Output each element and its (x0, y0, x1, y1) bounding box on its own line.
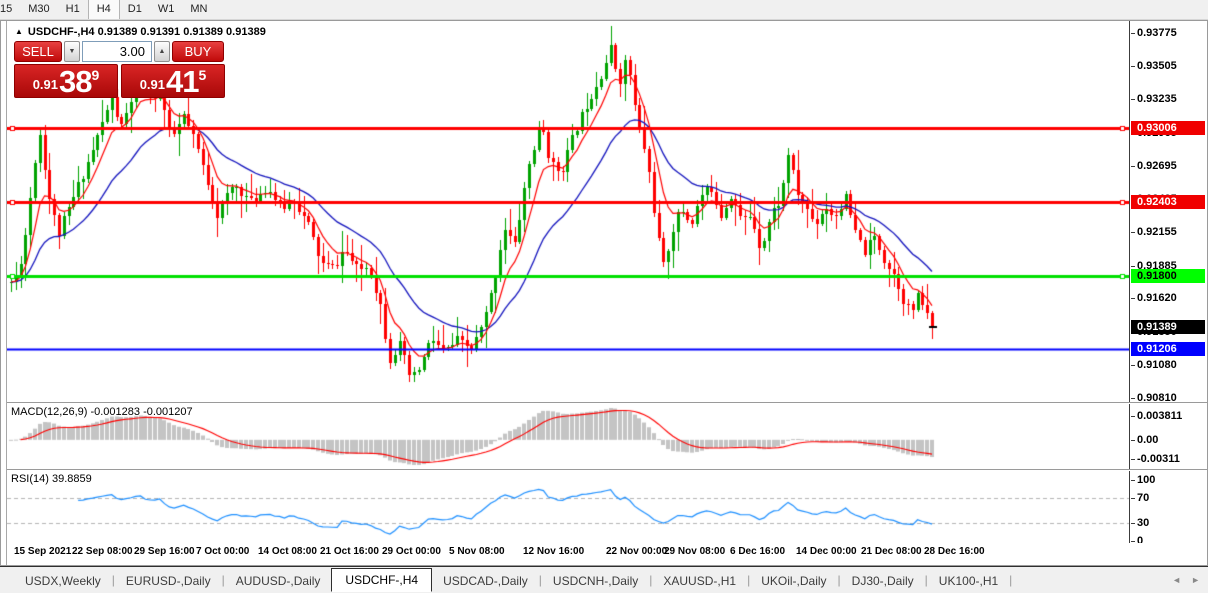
collapse-icon[interactable]: ▲ (15, 28, 23, 36)
rsi-axis-tick: 70 (1137, 492, 1149, 504)
timeframe-toolbar: 15M30H1H4D1W1MN (0, 0, 1208, 20)
one-click-trading-widget: SELL ▼ ▲ BUY 0.91 38 9 (14, 41, 228, 98)
buy-button[interactable]: BUY (172, 41, 224, 62)
time-axis-label: 14 Dec 00:00 (796, 546, 857, 557)
timeframe-button-d1[interactable]: D1 (120, 0, 150, 19)
volume-increase-button[interactable]: ▲ (154, 41, 170, 62)
price-badge-0.91206: 0.91206 (1131, 342, 1205, 356)
time-axis-label: 21 Dec 08:00 (861, 546, 922, 557)
tab-scroll-controls: ◄► (1172, 575, 1208, 591)
time-axis-labels: 15 Sep 202122 Sep 08:0029 Sep 16:007 Oct… (14, 543, 1128, 563)
time-axis-label: 29 Sep 16:00 (134, 546, 195, 557)
time-axis-label: 21 Oct 16:00 (320, 546, 379, 557)
price-axis-tick: 0.91620 (1137, 292, 1177, 304)
macd-axis: 0.003811 0.00 -0.00311 (1129, 404, 1207, 469)
tab-separator: | (1009, 573, 1012, 591)
chart-tab-bar: USDX,Weekly|EURUSD-,Daily|AUDUSD-,DailyU… (0, 566, 1208, 593)
macd-label: MACD(12,26,9) -0.001283 -0.001207 (11, 406, 193, 418)
volume-decrease-button[interactable]: ▼ (64, 41, 80, 62)
timeframe-button-h1[interactable]: H1 (58, 0, 88, 19)
price-axis[interactable]: 0.937750.935050.932350.929650.926950.924… (1129, 21, 1207, 402)
tab-xauusd-h1[interactable]: XAUUSD-,H1 (652, 570, 747, 591)
tab-eurusd-daily[interactable]: EURUSD-,Daily (115, 570, 222, 591)
time-axis-label: 5 Nov 08:00 (449, 546, 505, 557)
bid-price-big: 38 (59, 69, 91, 95)
spin-down-icon: ▼ (69, 48, 76, 55)
price-axis-tick: 0.90810 (1137, 392, 1177, 404)
price-axis-tick: 0.92155 (1137, 226, 1177, 238)
time-axis-label: 7 Oct 00:00 (196, 546, 249, 557)
macd-plot[interactable]: MACD(12,26,9) -0.001283 -0.001207 (7, 404, 1129, 469)
bid-price-panel[interactable]: 0.91 38 9 (14, 64, 118, 98)
time-axis-label: 29 Nov 08:00 (664, 546, 725, 557)
rsi-canvas[interactable] (7, 471, 1129, 543)
tab-usdcad-daily[interactable]: USDCAD-,Daily (432, 570, 539, 591)
tab-usdchf-h4[interactable]: USDCHF-,H4 (331, 568, 432, 592)
price-axis-tick: 0.93235 (1137, 93, 1177, 105)
tab-audusd-daily[interactable]: AUDUSD-,Daily (225, 570, 332, 591)
rsi-axis: 10070300 (1129, 471, 1207, 543)
price-axis-tick: 0.93775 (1137, 27, 1177, 39)
tab-scroll-right-icon[interactable]: ► (1191, 575, 1200, 585)
tab-ukoil-daily[interactable]: UKOil-,Daily (750, 570, 837, 591)
tab-usdcnh-daily[interactable]: USDCNH-,Daily (542, 570, 649, 591)
ask-price-panel[interactable]: 0.91 41 5 (121, 64, 225, 98)
price-axis-tick: 0.93505 (1137, 60, 1177, 72)
chart-title-ohlc: USDCHF-,H4 0.91389 0.91391 0.91389 0.913… (28, 26, 266, 38)
time-axis-label: 29 Oct 00:00 (382, 546, 441, 557)
tab-uk100-h1[interactable]: UK100-,H1 (928, 570, 1009, 591)
rsi-label: RSI(14) 39.8859 (11, 473, 92, 485)
macd-axis-tick: 0.003811 (1137, 410, 1182, 422)
time-axis-label: 15 Sep 2021 (14, 546, 71, 557)
price-badge-0.91389: 0.91389 (1131, 320, 1205, 334)
price-axis-tick: 0.92695 (1137, 160, 1177, 172)
time-axis-label: 6 Dec 16:00 (730, 546, 785, 557)
tab-scroll-left-icon[interactable]: ◄ (1172, 575, 1181, 585)
rsi-axis-tick: 30 (1137, 517, 1149, 529)
price-badge-0.93006: 0.93006 (1131, 121, 1205, 135)
macd-axis-tick: 0.00 (1137, 434, 1158, 446)
ask-price-prefix: 0.91 (140, 77, 165, 92)
time-axis-label: 12 Nov 16:00 (523, 546, 584, 557)
timeframe-button-mn[interactable]: MN (182, 0, 215, 19)
rsi-axis-tick: 100 (1137, 474, 1155, 486)
timeframe-button-15[interactable]: 15 (0, 0, 20, 19)
chart-window: ▲ USDCHF-,H4 0.91389 0.91391 0.91389 0.9… (0, 20, 1208, 566)
timeframe-button-h4[interactable]: H4 (88, 0, 120, 19)
price-axis-tick: 0.91080 (1137, 359, 1177, 371)
chart-header: ▲ USDCHF-,H4 0.91389 0.91391 0.91389 0.9… (15, 26, 266, 38)
bid-price-sup: 9 (92, 67, 100, 83)
volume-input[interactable] (82, 41, 152, 62)
mt4-window: 15M30H1H4D1W1MN ▲ USDCHF-,H4 0.91389 0.9… (0, 0, 1208, 593)
spin-up-icon: ▲ (159, 48, 166, 55)
time-axis-label: 14 Oct 08:00 (258, 546, 317, 557)
time-axis-label: 22 Sep 08:00 (72, 546, 133, 557)
time-axis[interactable]: 15 Sep 202122 Sep 08:0029 Sep 16:007 Oct… (7, 543, 1207, 563)
time-axis-label: 28 Dec 16:00 (924, 546, 985, 557)
timeframe-button-m30[interactable]: M30 (20, 0, 57, 19)
ask-price-big: 41 (166, 69, 198, 95)
sell-button[interactable]: SELL (14, 41, 62, 62)
timeframe-button-w1[interactable]: W1 (150, 0, 183, 19)
main-chart-plot[interactable]: ▲ USDCHF-,H4 0.91389 0.91391 0.91389 0.9… (7, 21, 1129, 402)
bid-price-prefix: 0.91 (33, 77, 58, 92)
price-badge-0.92403: 0.92403 (1131, 195, 1205, 209)
rsi-plot[interactable]: RSI(14) 39.8859 (7, 471, 1129, 543)
macd-axis-tick: -0.00311 (1137, 453, 1180, 465)
price-badge-0.91800: 0.91800 (1131, 269, 1205, 283)
ask-price-sup: 5 (199, 67, 207, 83)
tab-usdx-weekly[interactable]: USDX,Weekly (14, 570, 112, 591)
tab-dj30-daily[interactable]: DJ30-,Daily (841, 570, 925, 591)
time-axis-label: 22 Nov 00:00 (606, 546, 667, 557)
